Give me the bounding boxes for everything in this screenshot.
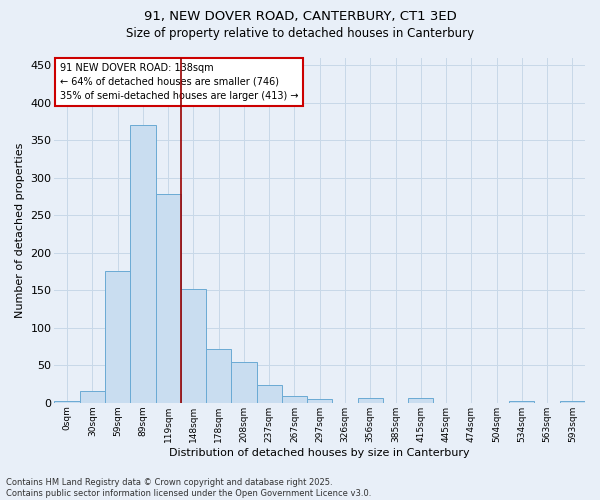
Bar — [80, 391, 105, 403]
Text: Size of property relative to detached houses in Canterbury: Size of property relative to detached ho… — [126, 28, 474, 40]
Text: 91 NEW DOVER ROAD: 138sqm
← 64% of detached houses are smaller (746)
35% of semi: 91 NEW DOVER ROAD: 138sqm ← 64% of detac… — [60, 62, 298, 100]
Bar — [105, 272, 130, 403]
Text: 91, NEW DOVER ROAD, CANTERBURY, CT1 3ED: 91, NEW DOVER ROAD, CANTERBURY, CT1 3ED — [143, 10, 457, 23]
Bar — [282, 396, 307, 403]
Bar — [232, 362, 257, 403]
X-axis label: Distribution of detached houses by size in Canterbury: Distribution of detached houses by size … — [169, 448, 470, 458]
Bar — [130, 125, 155, 403]
Bar — [509, 402, 535, 403]
Bar — [307, 399, 332, 403]
Bar — [257, 385, 282, 403]
Bar — [560, 402, 585, 403]
Bar — [358, 398, 383, 403]
Text: Contains HM Land Registry data © Crown copyright and database right 2025.
Contai: Contains HM Land Registry data © Crown c… — [6, 478, 371, 498]
Bar — [55, 402, 80, 403]
Bar — [155, 194, 181, 403]
Bar — [181, 288, 206, 403]
Bar — [408, 398, 433, 403]
Bar — [206, 348, 232, 403]
Y-axis label: Number of detached properties: Number of detached properties — [15, 142, 25, 318]
